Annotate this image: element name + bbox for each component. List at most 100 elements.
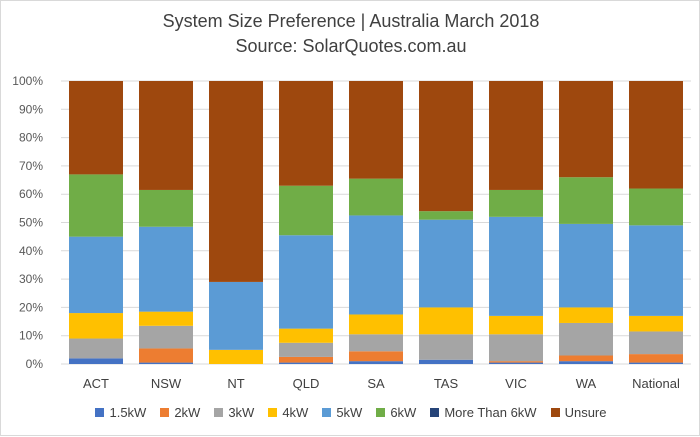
legend-swatch: [550, 408, 560, 417]
bar-segment: [209, 349, 263, 364]
legend: 1.5kW 2kW 3kW 4kW 5kW 6kW More Than 6kW Unsure: [1, 405, 700, 420]
bar-segment: [629, 331, 683, 355]
bar-segment: [139, 325, 193, 349]
bar-segment: [139, 226, 193, 312]
legend-label: 2kW: [174, 405, 201, 420]
x-tick-label: ACT: [83, 376, 109, 391]
legend-item: 6kW: [376, 405, 416, 420]
legend-label: 4kW: [282, 405, 309, 420]
legend-swatch: [160, 408, 170, 417]
y-tick-label: 100%: [12, 74, 43, 88]
y-tick-label: 10%: [19, 329, 43, 343]
bar-segment: [69, 313, 123, 339]
bar-segment: [279, 342, 333, 357]
bar-segment: [419, 359, 473, 364]
bar-segment: [209, 281, 263, 350]
x-tick-label: QLD: [293, 376, 320, 391]
chart-title: System Size Preference | Australia March…: [162, 11, 540, 31]
legend-label: 3kW: [228, 405, 255, 420]
bar-segment: [419, 81, 473, 212]
bar-segment: [629, 188, 683, 226]
x-tick-label: WA: [576, 376, 597, 391]
bar-segment: [209, 81, 263, 282]
bar-segment: [489, 334, 543, 362]
bar-segment: [69, 338, 123, 359]
legend-item: 4kW: [268, 405, 308, 420]
legend-item: Unsure: [550, 405, 607, 420]
bar-segment: [559, 361, 613, 364]
legend-swatch: [268, 408, 278, 417]
bar-segment: [419, 334, 473, 360]
bar-segment: [279, 356, 333, 363]
bar-segment: [349, 178, 403, 216]
bar-segment: [139, 348, 193, 363]
bar-segment: [349, 81, 403, 179]
x-tick-label: NSW: [151, 376, 182, 391]
y-tick-label: 30%: [19, 272, 43, 286]
bar-segment: [629, 315, 683, 332]
bar-segment: [69, 174, 123, 237]
bar-segment: [489, 315, 543, 335]
y-tick-label: 70%: [19, 159, 43, 173]
x-tick-label: VIC: [505, 376, 527, 391]
bar-segment: [139, 189, 193, 227]
bar-segment: [559, 81, 613, 178]
y-tick-label: 80%: [19, 131, 43, 145]
bar-segment: [279, 362, 333, 364]
y-tick-label: 0%: [26, 357, 44, 371]
bar-segment: [629, 362, 683, 364]
bar-segment: [419, 219, 473, 308]
legend-swatch: [430, 408, 440, 417]
legend-swatch: [214, 408, 224, 417]
legend-label: 5kW: [336, 405, 363, 420]
x-tick-label: NT: [227, 376, 244, 391]
legend-label: 6kW: [390, 405, 417, 420]
legend-item: 5kW: [322, 405, 362, 420]
bar-segment: [279, 328, 333, 343]
legend-label: Unsure: [564, 405, 607, 420]
legend-label: 1.5kW: [109, 405, 147, 420]
bar-segment: [559, 322, 613, 356]
legend-item: 1.5kW: [95, 405, 146, 420]
x-tick-label: TAS: [434, 376, 459, 391]
legend-item: 3kW: [214, 405, 254, 420]
bar-segment: [489, 361, 543, 363]
bar-segment: [69, 81, 123, 175]
bar-segment: [559, 307, 613, 323]
bar-segment: [489, 362, 543, 364]
bar-segment: [69, 236, 123, 314]
bar-segment: [279, 81, 333, 186]
legend-swatch: [376, 408, 386, 417]
y-tick-label: 40%: [19, 244, 43, 258]
bar-segment: [139, 81, 193, 190]
bar-segment: [629, 354, 683, 363]
bar-segment: [419, 211, 473, 220]
legend-label: More Than 6kW: [444, 405, 537, 420]
y-tick-label: 20%: [19, 300, 43, 314]
bar-segment: [279, 185, 333, 236]
bar-segment: [489, 216, 543, 316]
legend-swatch: [322, 408, 332, 417]
x-tick-label: National: [632, 376, 680, 391]
bar-segment: [559, 177, 613, 224]
bar-segment: [349, 361, 403, 364]
bar-segment: [489, 81, 543, 190]
bar-segment: [349, 334, 403, 352]
bar-segment: [139, 311, 193, 326]
chart-subtitle: Source: SolarQuotes.com.au: [235, 36, 467, 56]
bar-segment: [69, 358, 123, 364]
x-tick-label: SA: [367, 376, 385, 391]
bar-segment: [489, 189, 543, 217]
legend-item: 2kW: [160, 405, 200, 420]
bar-segment: [419, 307, 473, 335]
bar-segment: [629, 225, 683, 316]
bar-segment: [629, 81, 683, 189]
bar-segment: [349, 215, 403, 315]
y-tick-label: 50%: [19, 216, 43, 230]
bar-segment: [559, 223, 613, 308]
y-tick-label: 60%: [19, 187, 43, 201]
bar-segment: [349, 314, 403, 335]
bar-segment: [349, 351, 403, 362]
